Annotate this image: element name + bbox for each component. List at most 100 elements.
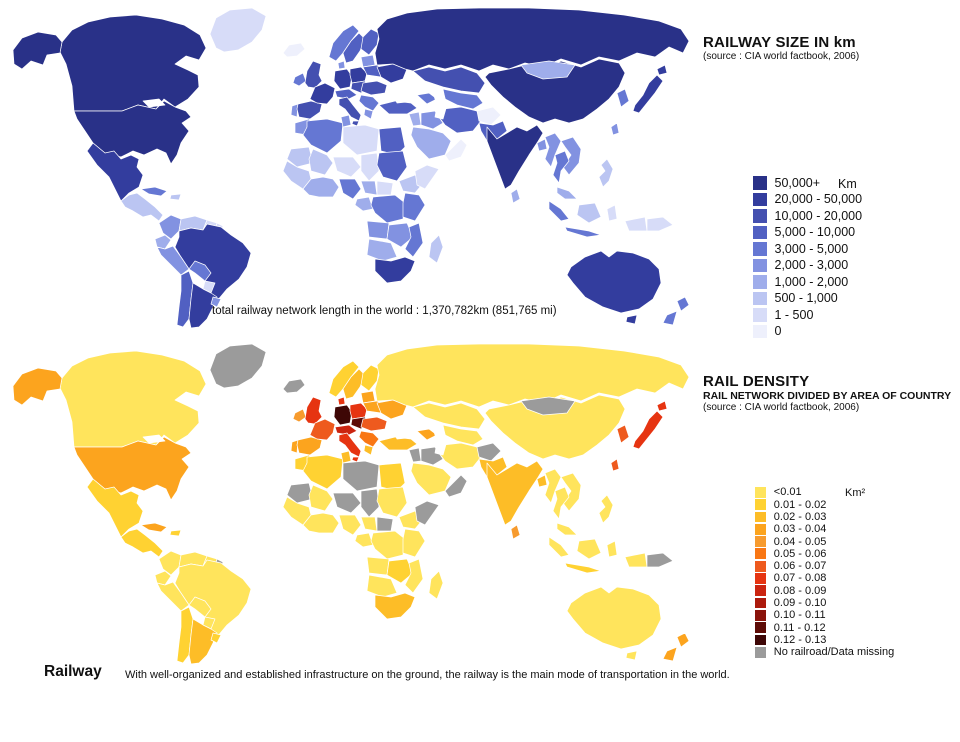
region-uruguay [210,296,222,308]
legend-label: 0.07 - 0.08 [773,572,827,585]
region-namibia-botswana [366,238,398,262]
region-canada [59,14,207,112]
region-west-new-guinea [624,552,648,568]
region-brazil [174,559,252,638]
railway-size-source: (source : CIA world factbook, 2006) [703,51,860,62]
legend-item: 0.02 - 0.03 [755,511,894,523]
legend-label: 500 - 1,000 [774,291,838,306]
rail-density-legend: <0.01 0.01 - 0.02 0.02 - 0.03 0.03 - 0.04 0.… [755,486,894,658]
legend-label: 0.01 - 0.02 [773,498,827,511]
region-ireland [292,72,307,87]
region-libya [342,124,380,156]
legend-item: 0.06 - 0.07 [755,560,894,573]
region-chile [176,606,194,664]
legend-swatch [753,225,767,239]
legend-swatch [755,523,766,535]
region-uruguay [210,632,222,644]
region-colombia [158,214,182,240]
region-gabon-congo [354,532,374,548]
region-sri-lanka [510,524,521,540]
region-drc [370,194,406,224]
region-malaysia [556,186,578,200]
legend-swatch [755,585,766,597]
legend-item: 0.11 - 0.12 [755,622,894,634]
footer-text: With well-organized and established infr… [125,669,730,681]
region-bangladesh [536,474,548,488]
legend-label: 0.08 - 0.09 [773,584,827,597]
region-java [564,562,602,574]
legend-label: 0.09 - 0.10 [773,597,827,610]
region-colombia [158,550,182,576]
region-saudi-arabia [410,462,452,496]
region-taiwan [610,458,620,472]
legend-swatch [755,634,766,646]
legend-swatch [755,622,766,634]
region-afghanistan [476,442,502,462]
legend-swatch [753,291,767,305]
rail-density-source: (source : CIA world factbook, 2006) [703,402,860,413]
legend-label: 0.12 - 0.13 [773,633,827,646]
legend-item: 0.03 - 0.04 [755,523,894,535]
region-balkans [358,94,380,112]
region-algeria [302,454,344,490]
region-drc [370,530,406,560]
region-levant [408,447,422,463]
region-norway [328,360,360,398]
railway-size-legend-unit: Km [838,177,857,191]
legend-swatch [753,192,767,206]
black-sea [392,92,418,104]
legend-label: <0.01 [773,486,802,499]
region-mexico [86,142,144,202]
region-cameroon [360,180,378,196]
region-argentina [188,618,218,665]
legend-label: 0.05 - 0.06 [773,547,827,560]
region-central-asia [442,88,484,110]
region-thailand [552,486,570,520]
region-uk [304,60,323,89]
region-bolivia [188,596,212,618]
region-madagascar [428,570,444,600]
region-denmark [337,60,346,70]
legend-label: 3,000 - 5,000 [774,241,849,256]
region-iran [438,442,482,470]
legend-swatch [755,548,766,560]
region-east-africa [402,192,426,222]
region-canada [59,350,207,448]
region-tasmania [625,650,638,661]
region-germany [333,404,353,426]
region-cuba [140,186,168,197]
legend-label: 0.04 - 0.05 [773,535,827,548]
region-portugal [290,439,299,454]
region-japan [632,400,668,450]
region-myanmar [544,132,562,168]
legend-label: 5,000 - 10,000 [774,225,856,240]
region-russia [374,344,690,408]
region-brazil [174,223,252,302]
legend-label: 0.06 - 0.07 [773,560,827,573]
rail-density-legend-unit: Km² [845,487,866,499]
region-central-african-republic [376,516,394,532]
region-hispaniola [169,529,182,537]
world-map [12,344,690,665]
region-spain [296,436,323,456]
region-tunisia [340,450,352,464]
region-taiwan [610,122,620,136]
region-greece [363,444,374,456]
railway-size-legend: 50,000+ 20,000 - 50,000 10,000 - 20,000 5,0… [753,176,862,338]
region-indochina [560,136,582,176]
region-philippines [598,158,614,188]
legend-label: 10,000 - 20,000 [774,208,863,223]
great-lakes [142,434,166,444]
region-india [486,124,544,190]
region-france [309,418,336,441]
region-niger [332,492,362,514]
legend-item: 0.04 - 0.05 [755,535,894,548]
legend-item: 0.08 - 0.09 [755,584,894,597]
region-denmark [337,396,346,406]
region-south-africa [374,256,416,284]
region-central-asia [442,424,484,446]
region-india [486,460,544,526]
legend-item: 10,000 - 20,000 [753,209,862,223]
legend-swatch [755,560,766,572]
region-mauritania [286,482,314,504]
